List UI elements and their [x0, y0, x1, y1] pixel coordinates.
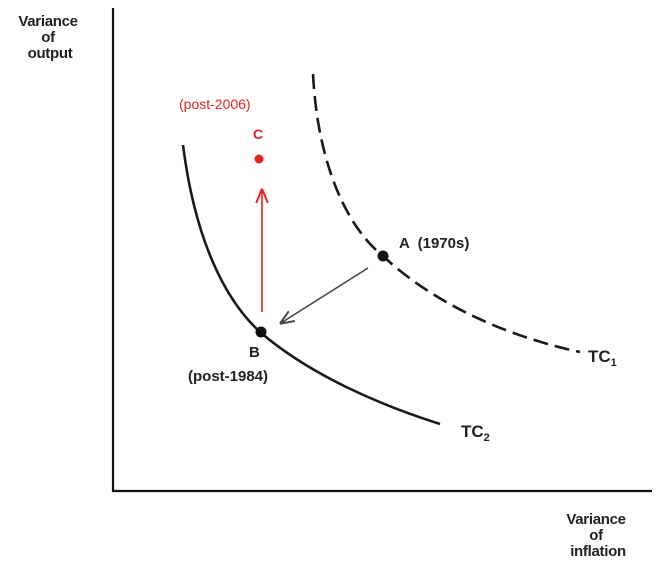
point-b-label: B [249, 344, 260, 361]
point-b-sublabel: (post-1984) [188, 368, 268, 385]
x-axis-title-line3: inflation [570, 543, 626, 560]
point-a [377, 250, 389, 262]
point-a-label: A (1970s) [399, 235, 469, 252]
svg-text:Variance of inflation: Variance of inflation [566, 511, 629, 560]
svg-text:Variance of output: Variance of output [18, 13, 81, 62]
y-axis-title-line2: of [41, 29, 56, 46]
shift-arrow-a-to-b [281, 267, 369, 323]
y-axis-title-line1: Variance [18, 13, 77, 30]
point-b [255, 326, 267, 338]
tc2-label: TC2 [461, 422, 490, 444]
point-c-sublabel: (post-2006) [179, 96, 251, 112]
point-c-label: C [253, 126, 263, 142]
y-axis-title-line3: output [28, 45, 73, 62]
tc1-label: TC1 [588, 347, 617, 369]
tc1-curve [311, 73, 581, 354]
point-c [254, 154, 264, 164]
x-axis-title-line2: of [589, 527, 604, 544]
x-axis-title-line1: Variance [566, 511, 625, 528]
